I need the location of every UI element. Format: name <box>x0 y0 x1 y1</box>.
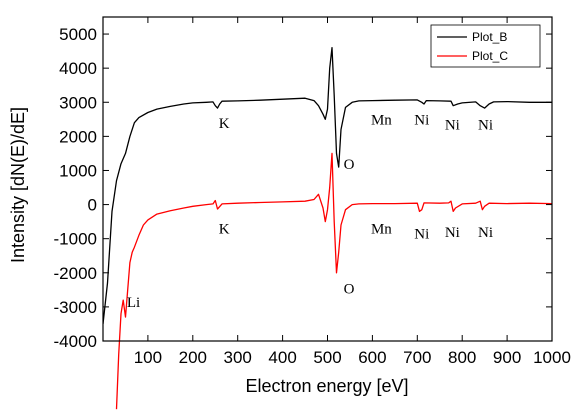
peak-annotation: Ni <box>478 225 493 241</box>
legend-box <box>430 24 541 68</box>
x-tick-label: 700 <box>403 348 431 367</box>
y-tick-label: 4000 <box>59 59 97 78</box>
x-tick-label: 400 <box>268 348 296 367</box>
peak-annotation: O <box>344 157 355 173</box>
x-tick-label: 600 <box>358 348 386 367</box>
x-tick-label: 900 <box>493 348 521 367</box>
peak-annotation: Ni <box>414 112 429 128</box>
legend-label-plot-b: Plot_B <box>472 30 507 44</box>
x-tick-label: 200 <box>179 348 207 367</box>
peak-annotation: Ni <box>414 227 429 243</box>
x-tick-label: 100 <box>134 348 162 367</box>
peak-annotation: K <box>219 116 230 132</box>
y-tick-label: 3000 <box>59 93 97 112</box>
x-tick-label: 800 <box>448 348 476 367</box>
peak-annotation: O <box>344 281 355 297</box>
x-axis-title: Electron energy [eV] <box>245 376 408 396</box>
peak-annotation: Ni <box>445 225 460 241</box>
legend: Plot_B Plot_C <box>430 24 541 68</box>
y-axis-title: Intensity [dN(E)/dE] <box>8 107 28 263</box>
peak-annotation: Mn <box>371 222 392 238</box>
legend-label-plot-c: Plot_C <box>472 49 508 63</box>
series-line-plot-b <box>103 47 552 324</box>
y-tick-label: 0 <box>88 196 97 215</box>
peak-annotation: Ni <box>445 118 460 134</box>
y-tick-label: -2000 <box>54 264 97 283</box>
x-tick-label: 500 <box>313 348 341 367</box>
ticks-layer: 100 200 300 400 500 600 700 800 900 1000 -4000 -300… <box>54 17 571 367</box>
y-tick-label: 1000 <box>59 161 97 180</box>
y-tick-label: -1000 <box>54 230 97 249</box>
series-layer <box>103 47 553 410</box>
x-tick-label: 1000 <box>533 348 571 367</box>
series-line-plot-c <box>115 152 553 410</box>
peak-annotation: Ni <box>478 118 493 134</box>
peak-annotation: Mn <box>371 112 392 128</box>
peak-annotation: Li <box>127 295 140 311</box>
peak-annotation: K <box>219 222 230 238</box>
y-tick-label: 5000 <box>59 25 97 44</box>
y-tick-label: -4000 <box>54 332 97 351</box>
y-tick-label: -3000 <box>54 298 97 317</box>
x-tick-label: 300 <box>224 348 252 367</box>
y-tick-label: 2000 <box>59 127 97 146</box>
annotation-layer: K Mn Ni Ni Ni O K Mn Ni Ni Ni O Li <box>127 112 493 310</box>
